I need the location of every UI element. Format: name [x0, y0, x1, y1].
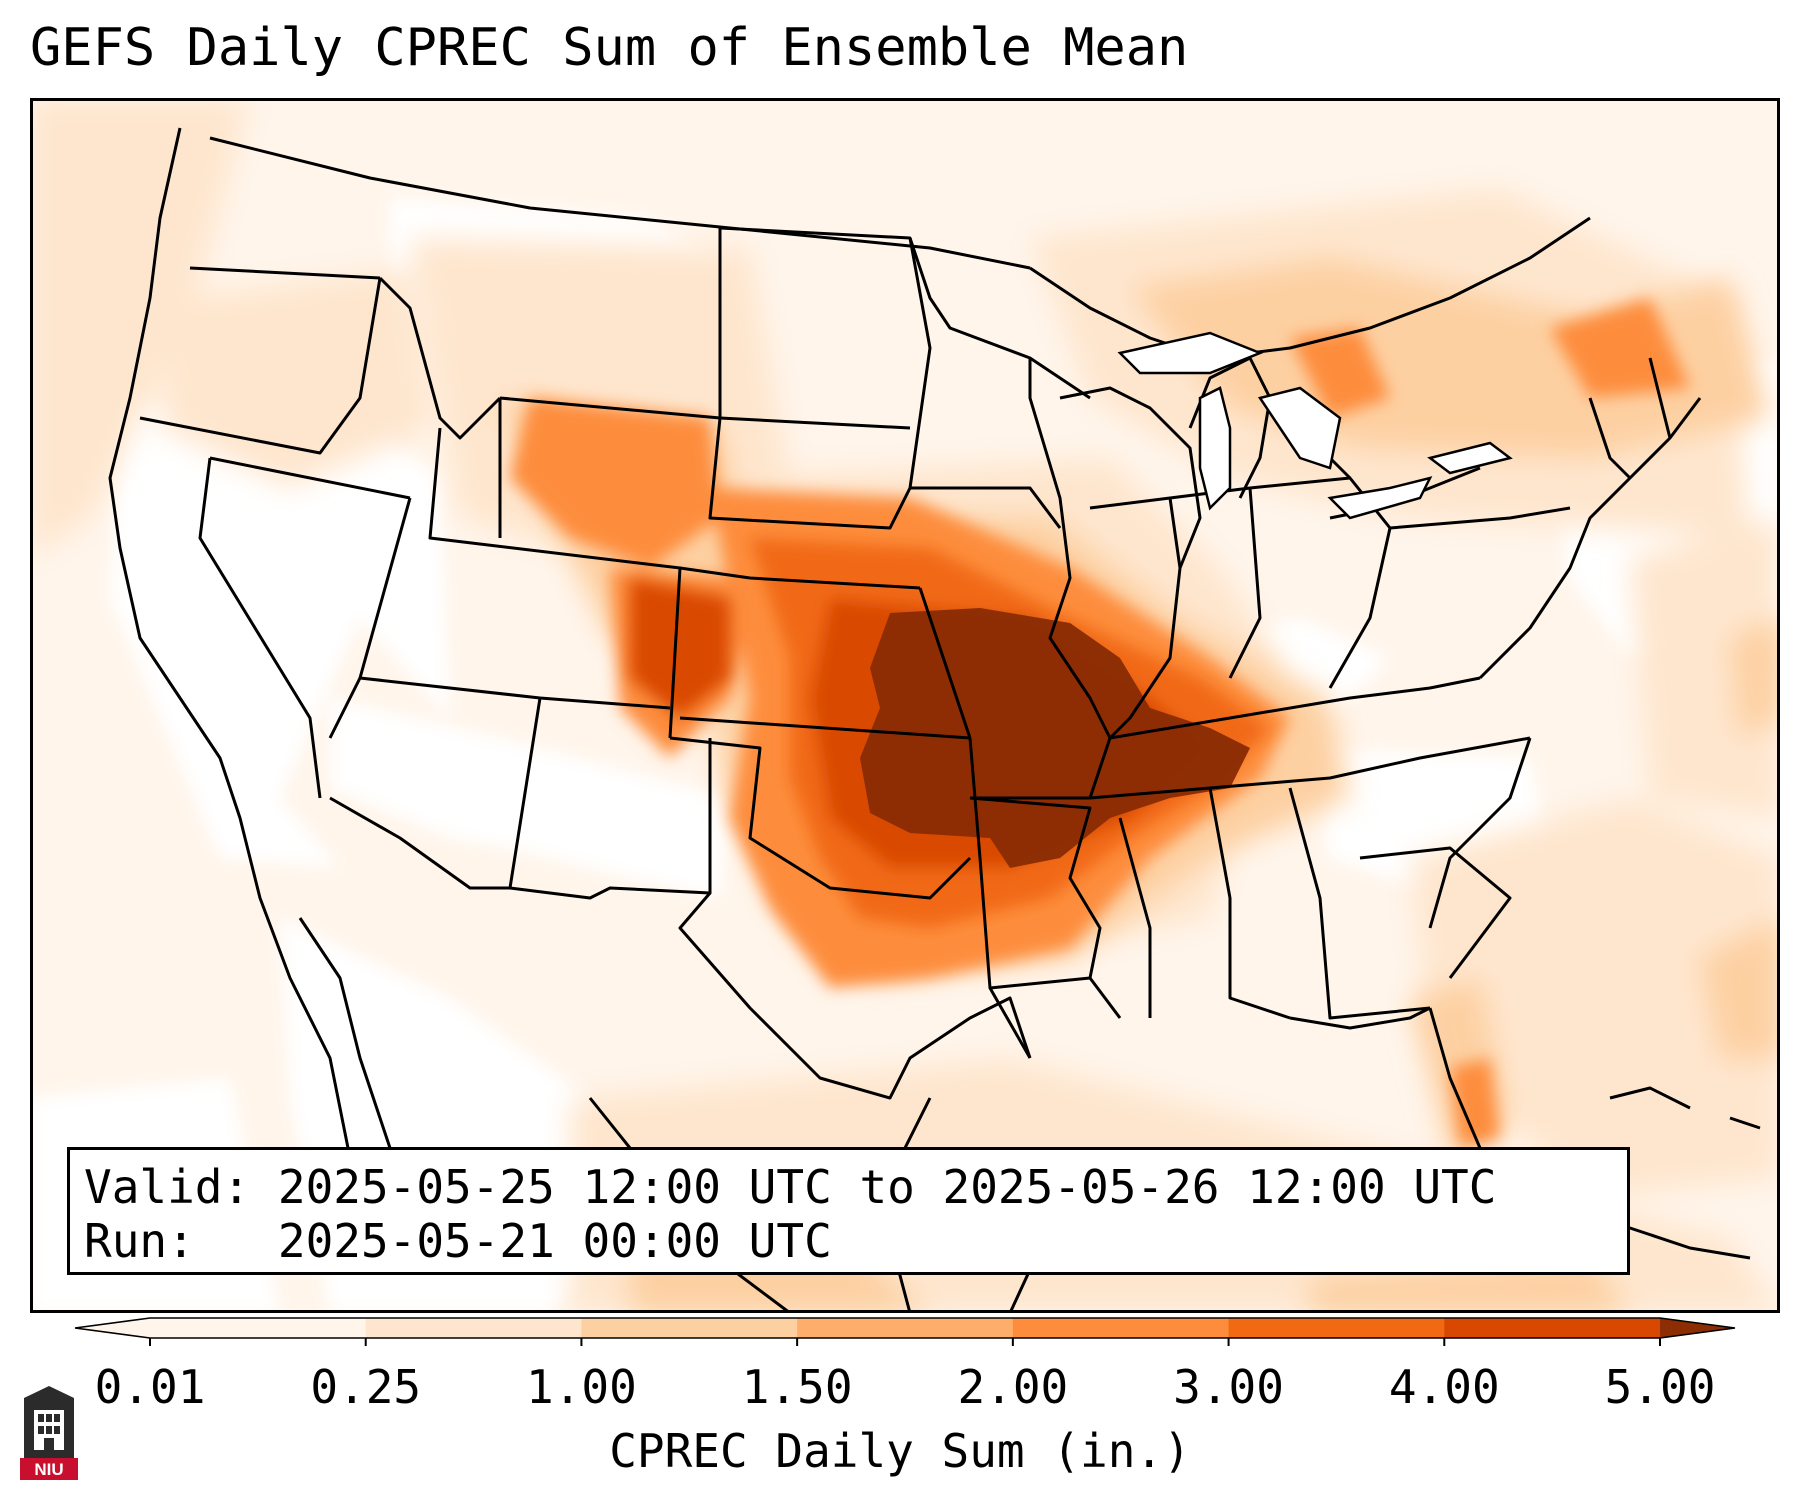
colorbar	[74, 1317, 1736, 1346]
colorbar-segment	[150, 1318, 367, 1338]
extreme-precip-areas	[860, 608, 1250, 868]
colorbar-segment	[365, 1318, 582, 1338]
colorbar-tick-label: 1.00	[526, 1360, 637, 1414]
colorbar-tick-label: 1.50	[741, 1360, 853, 1414]
map-title: GEFS Daily CPREC Sum of Ensemble Mean	[30, 18, 1189, 78]
colorbar-tick-label: 0.25	[310, 1360, 422, 1414]
colorbar-tick-label: 4.00	[1388, 1360, 1500, 1414]
great-lakes	[1117, 331, 1513, 520]
colorbar-tick-label: 3.00	[1173, 1360, 1284, 1414]
run-line: Run: 2025-05-21 00:00 UTC	[84, 1214, 1627, 1268]
valid-line: Valid: 2025-05-25 12:00 UTC to 2025-05-2…	[84, 1160, 1627, 1214]
colorbar-segment	[1228, 1318, 1445, 1338]
run-value: 2025-05-21 00:00 UTC	[277, 1214, 832, 1268]
colorbar-segment	[1012, 1318, 1230, 1338]
precipitation-map	[30, 98, 1780, 1313]
colorbar-segment	[1444, 1318, 1661, 1338]
colorbar-tick-label: 2.00	[957, 1360, 1069, 1414]
logo-text: NIU	[34, 1460, 63, 1479]
niu-logo: NIU	[20, 1386, 78, 1480]
boundaries	[108, 127, 1761, 1313]
valid-run-info-box: Valid: 2025-05-25 12:00 UTC to 2025-05-2…	[67, 1147, 1630, 1275]
colorbar-tick-label: 0.01	[94, 1360, 206, 1414]
map-frame	[30, 98, 1780, 1313]
run-label: Run:	[84, 1214, 195, 1268]
colorbar-label: CPREC Daily Sum (in.)	[609, 1424, 1191, 1478]
colorbar-tick-label: 5.00	[1604, 1360, 1716, 1414]
valid-value: 2025-05-25 12:00 UTC to 2025-05-26 12:00…	[277, 1160, 1497, 1214]
colorbar-extend-high	[1660, 1318, 1735, 1338]
colorbar-extend-low	[75, 1318, 150, 1338]
colorbar-segment	[581, 1318, 798, 1338]
colorbar-segment	[797, 1318, 1014, 1338]
valid-label: Valid:	[84, 1160, 251, 1214]
